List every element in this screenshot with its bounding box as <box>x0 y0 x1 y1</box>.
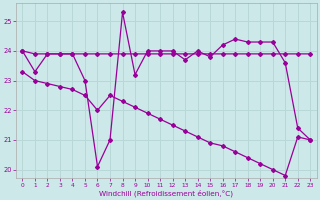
X-axis label: Windchill (Refroidissement éolien,°C): Windchill (Refroidissement éolien,°C) <box>99 189 233 197</box>
